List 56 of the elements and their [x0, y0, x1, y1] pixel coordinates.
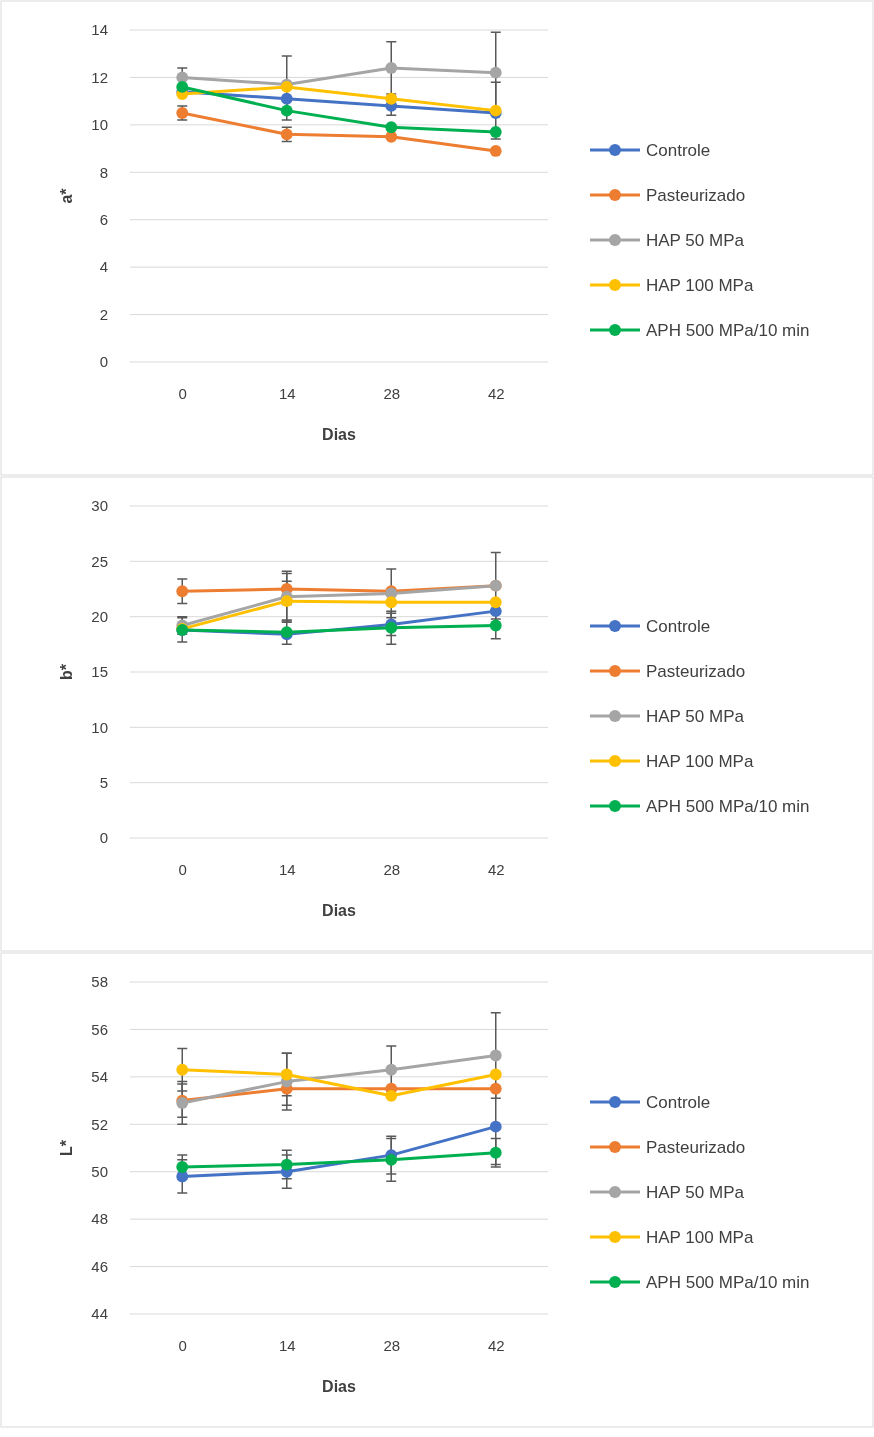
x-axis-title: Dias: [322, 426, 356, 443]
x-tick-label: 42: [487, 384, 505, 402]
y-tick-label: 14: [91, 21, 108, 39]
x-tick-label: 28: [383, 860, 401, 878]
legend-label: APH 500 MPa/10 min: [646, 796, 810, 816]
legend-label: APH 500 MPa/10 min: [646, 320, 810, 340]
x-tick-label: 28: [383, 384, 401, 402]
y-axis-title: a*: [58, 187, 75, 204]
y-axis-title: L*: [58, 1139, 75, 1156]
x-tick-label: 14: [278, 384, 296, 402]
y-tick-label: 12: [91, 68, 108, 86]
y-tick-label: 30: [91, 497, 108, 515]
y-tick-label: 50: [91, 1163, 108, 1181]
x-axis-title: Dias: [322, 902, 356, 919]
y-tick-label: 10: [91, 718, 108, 736]
y-tick-label: 48: [91, 1210, 108, 1228]
x-tick-label: 14: [278, 860, 296, 878]
legend-label: Pasteurizado: [646, 1137, 746, 1157]
legend-label: HAP 50 MPa: [646, 1182, 745, 1202]
y-tick-label: 4: [99, 258, 108, 276]
y-tick-label: 6: [99, 211, 108, 229]
y-tick-label: 46: [91, 1257, 108, 1275]
legend-label: HAP 50 MPa: [646, 706, 745, 726]
legend-label: Pasteurizado: [646, 661, 746, 681]
x-tick-label: 14: [278, 1336, 296, 1354]
y-tick-label: 5: [99, 773, 108, 791]
x-tick-label: 28: [383, 1336, 401, 1354]
y-axis-title: b*: [58, 663, 75, 680]
legend-label: Controle: [646, 140, 711, 160]
y-tick-label: 0: [99, 353, 108, 371]
y-tick-label: 15: [91, 663, 108, 681]
legend-label: HAP 100 MPa: [646, 1227, 754, 1247]
x-tick-label: 0: [178, 1336, 187, 1354]
x-tick-label: 0: [178, 860, 187, 878]
y-tick-label: 58: [91, 973, 108, 991]
x-axis-title: Dias: [322, 1378, 356, 1395]
legend-label: Controle: [646, 616, 711, 636]
legend-label: HAP 50 MPa: [646, 230, 745, 250]
y-tick-label: 20: [91, 607, 108, 625]
y-tick-label: 52: [91, 1115, 108, 1133]
legend-label: HAP 100 MPa: [646, 275, 754, 295]
legend-label: Pasteurizado: [646, 185, 746, 205]
y-tick-label: 0: [99, 829, 108, 847]
y-tick-label: 54: [91, 1068, 108, 1086]
legend-label: Controle: [646, 1092, 711, 1112]
y-tick-label: 10: [91, 116, 108, 134]
y-tick-label: 56: [91, 1020, 108, 1038]
x-tick-label: 0: [178, 384, 187, 402]
y-tick-label: 8: [99, 163, 108, 181]
y-tick-label: 25: [91, 552, 108, 570]
x-tick-label: 42: [487, 1336, 505, 1354]
y-tick-label: 44: [91, 1305, 108, 1323]
legend-label: HAP 100 MPa: [646, 751, 754, 771]
y-tick-label: 2: [99, 305, 108, 323]
x-tick-label: 42: [487, 860, 505, 878]
legend-label: APH 500 MPa/10 min: [646, 1272, 810, 1292]
